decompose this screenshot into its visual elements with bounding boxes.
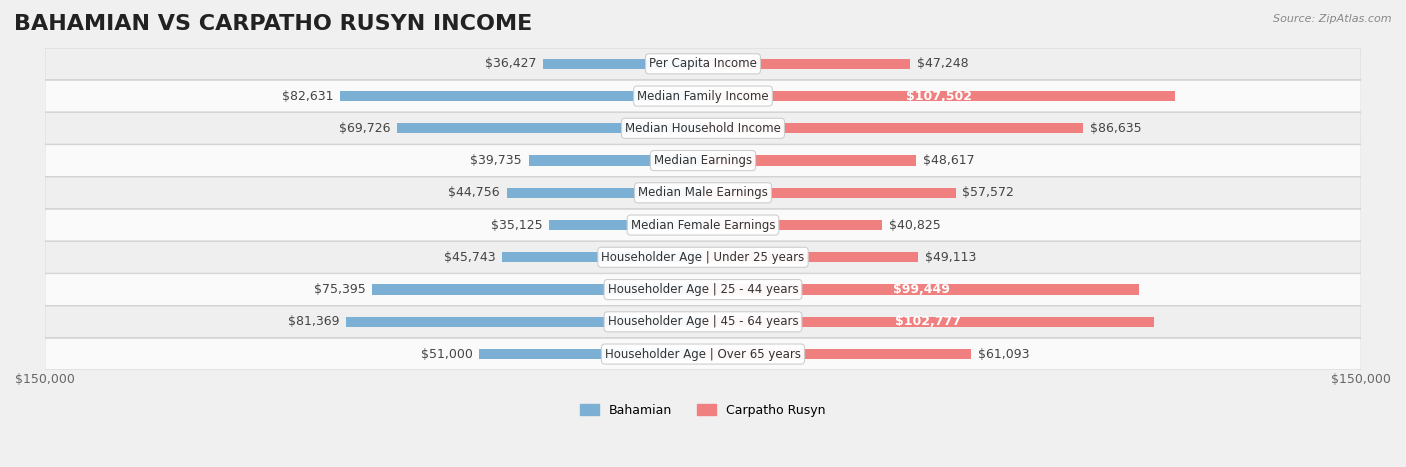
Legend: Bahamian, Carpatho Rusyn: Bahamian, Carpatho Rusyn [575,399,831,422]
Bar [529,156,703,166]
Bar [506,188,703,198]
Bar [340,91,703,101]
Bar [373,284,703,295]
Text: Median Household Income: Median Household Income [626,122,780,135]
Text: Median Earnings: Median Earnings [654,154,752,167]
Bar [479,349,703,359]
Text: Householder Age | 45 - 64 years: Householder Age | 45 - 64 years [607,315,799,328]
FancyBboxPatch shape [45,145,1361,177]
Bar [396,123,703,134]
Text: $49,113: $49,113 [925,251,976,264]
Bar [703,188,956,198]
Text: $61,093: $61,093 [977,347,1029,361]
FancyBboxPatch shape [45,113,1361,144]
Text: $81,369: $81,369 [288,315,339,328]
Text: $69,726: $69,726 [339,122,391,135]
Text: Source: ZipAtlas.com: Source: ZipAtlas.com [1274,14,1392,24]
FancyBboxPatch shape [45,209,1361,241]
Bar [703,123,1083,134]
Bar [703,349,972,359]
Text: Householder Age | Under 25 years: Householder Age | Under 25 years [602,251,804,264]
Text: $107,502: $107,502 [905,90,972,103]
Bar [502,252,703,262]
Text: Householder Age | 25 - 44 years: Householder Age | 25 - 44 years [607,283,799,296]
FancyBboxPatch shape [45,274,1361,305]
Text: $51,000: $51,000 [420,347,472,361]
Text: $35,125: $35,125 [491,219,543,232]
Bar [703,59,910,69]
Text: $48,617: $48,617 [922,154,974,167]
FancyBboxPatch shape [45,177,1361,209]
Text: $86,635: $86,635 [1090,122,1142,135]
Text: Median Family Income: Median Family Income [637,90,769,103]
Text: $57,572: $57,572 [962,186,1014,199]
Text: $102,777: $102,777 [896,315,962,328]
Text: $44,756: $44,756 [449,186,501,199]
Bar [703,284,1139,295]
Bar [703,252,918,262]
FancyBboxPatch shape [45,48,1361,79]
Text: $40,825: $40,825 [889,219,941,232]
Bar [703,91,1174,101]
Bar [703,156,917,166]
Text: $39,735: $39,735 [471,154,522,167]
Text: Median Male Earnings: Median Male Earnings [638,186,768,199]
FancyBboxPatch shape [45,80,1361,112]
Text: $36,427: $36,427 [485,57,537,71]
Text: Per Capita Income: Per Capita Income [650,57,756,71]
FancyBboxPatch shape [45,241,1361,273]
Text: $45,743: $45,743 [444,251,496,264]
Bar [703,317,1154,327]
FancyBboxPatch shape [45,306,1361,338]
Bar [346,317,703,327]
Text: $99,449: $99,449 [893,283,949,296]
Text: Median Female Earnings: Median Female Earnings [631,219,775,232]
FancyBboxPatch shape [45,338,1361,370]
Text: BAHAMIAN VS CARPATHO RUSYN INCOME: BAHAMIAN VS CARPATHO RUSYN INCOME [14,14,533,34]
Text: $82,631: $82,631 [283,90,333,103]
Bar [543,59,703,69]
Text: $47,248: $47,248 [917,57,969,71]
Text: Householder Age | Over 65 years: Householder Age | Over 65 years [605,347,801,361]
Bar [548,220,703,230]
Bar [703,220,882,230]
Text: $75,395: $75,395 [314,283,366,296]
